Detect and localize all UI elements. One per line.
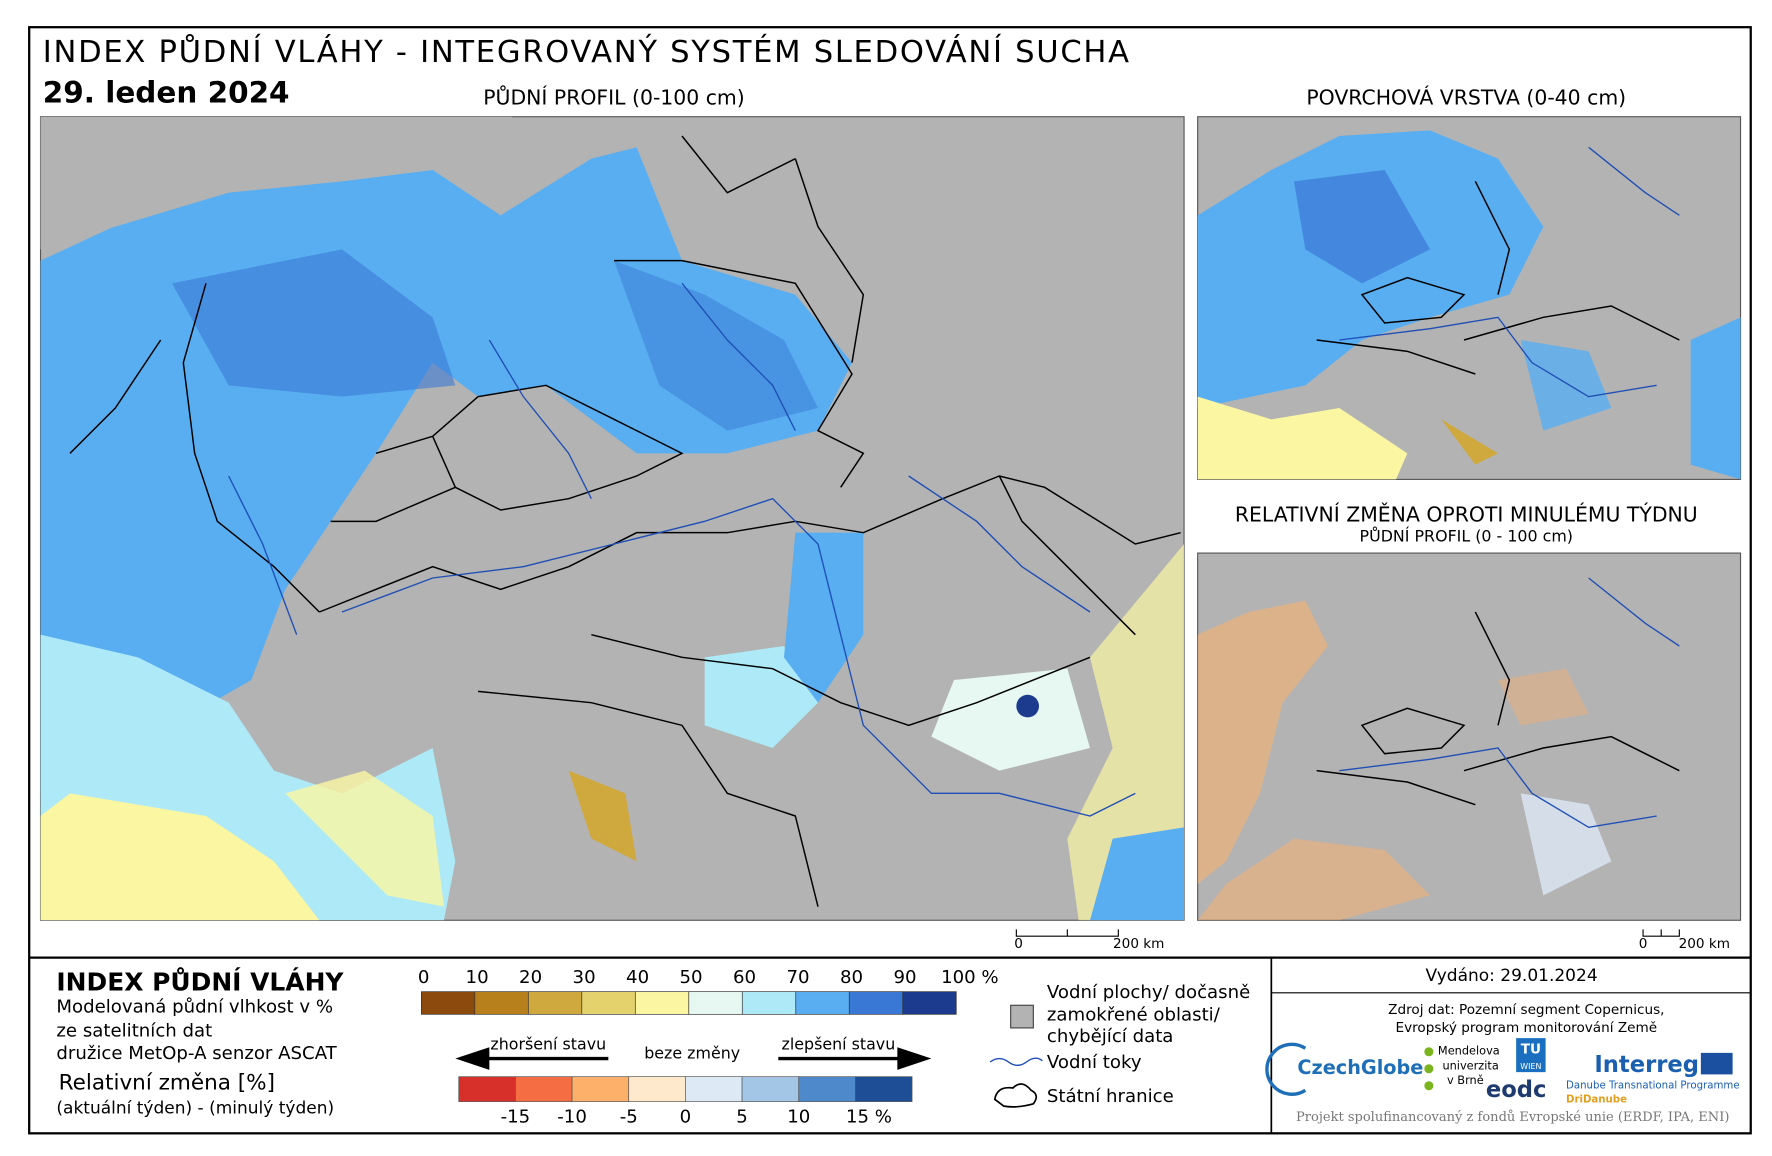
colorbar-label: 80: [840, 967, 863, 988]
logos: CzechGlobe Mendelova univerzita v Brně T…: [1265, 1038, 1740, 1105]
legend-text: Vodní toky: [1047, 1052, 1142, 1073]
color-bin: [458, 1076, 516, 1102]
color-bin: [848, 991, 904, 1015]
borders: [69, 135, 1181, 907]
scale-bar: [1015, 929, 1119, 937]
color-bin: [628, 1076, 686, 1102]
colorbar-label: 90: [894, 967, 917, 988]
change-field: [1197, 600, 1612, 921]
scale-label: 200 km: [1113, 936, 1164, 952]
moisture-field: [40, 116, 1185, 921]
river-symbol: [989, 1057, 1043, 1067]
map-title: RELATIVNÍ ZMĚNA OPROTI MINULÉMU TÝDNU: [1235, 502, 1698, 527]
legend-text: Modelovaná půdní vlhkost v %: [56, 997, 333, 1018]
arrow-label: zhoršení stavu: [490, 1034, 606, 1053]
logo-text: eodc: [1486, 1077, 1547, 1103]
colorbar-label: 40: [626, 967, 649, 988]
arrow-label: zlepšení stavu: [782, 1034, 896, 1053]
source: Evropský program monitorování Země: [1396, 1020, 1658, 1036]
color-bin: [474, 991, 529, 1015]
color-bin: [741, 991, 797, 1015]
change-map: 0 200 km: [1197, 552, 1742, 952]
color-bin: [855, 1076, 913, 1102]
colorbar-label: 0: [680, 1106, 692, 1127]
scale-label: 0: [1639, 936, 1648, 952]
logo-text: CzechGlobe: [1297, 1056, 1423, 1079]
colorbar-label: 10: [787, 1106, 810, 1127]
change-colorbar: -15 -10 -5 0 5 10 15 %: [458, 1076, 913, 1127]
color-bin: [685, 1076, 743, 1102]
issued: Vydáno: 29.01.2024: [1426, 966, 1598, 986]
scale-bar: [1642, 929, 1680, 937]
arrows: [455, 1047, 932, 1070]
colorbar-label: 10: [466, 967, 489, 988]
colorbar-label: 0: [418, 967, 430, 988]
rivers: [228, 282, 1136, 817]
surface-map: [1197, 116, 1742, 480]
colorbar-label: 20: [519, 967, 542, 988]
water-swatch: [1010, 1004, 1034, 1029]
color-bin: [741, 1076, 800, 1102]
legend-text: (aktuální týden) - (minulý týden): [56, 1098, 334, 1118]
colorbar-label: 60: [733, 967, 756, 988]
color-bin: [515, 1076, 573, 1102]
footer: Projekt spolufinancovaný z fondů Evropsk…: [1296, 1109, 1729, 1125]
color-bin: [420, 991, 476, 1015]
colorbar-label: -5: [620, 1106, 638, 1127]
logo-text: TU: [1521, 1041, 1541, 1057]
legend-text: chybějící data: [1047, 1026, 1174, 1047]
legend-text: Státní hranice: [1047, 1086, 1174, 1107]
border-symbol: [993, 1083, 1038, 1108]
colorbar-label: 30: [573, 967, 596, 988]
colorbar-label: 70: [787, 967, 810, 988]
legend-text: Vodní plochy/ dočasně: [1047, 982, 1250, 1003]
moisture-field: [1197, 130, 1741, 480]
color-bin: [798, 1076, 856, 1102]
color-bin: [634, 991, 690, 1015]
frame: [28, 26, 1752, 1135]
color-bin: [795, 991, 850, 1015]
legend-text: ze satelitních dat: [56, 1020, 212, 1041]
title: INDEX PŮDNÍ VLÁHY - INTEGROVANÝ SYSTÉM S…: [43, 33, 1131, 70]
color-bin: [688, 991, 743, 1015]
logo-text: Mendelova: [1438, 1044, 1500, 1058]
moisture-colorbar: 0 10 20 30 40 50 60 70 80 90 100 %: [418, 967, 999, 1015]
legend-title: INDEX PŮDNÍ VLÁHY: [56, 967, 344, 997]
date: 29. leden 2024: [43, 76, 290, 110]
logo-text: DriDanube: [1566, 1094, 1627, 1105]
logo-text: Danube Transnational Programme: [1566, 1081, 1740, 1092]
main-map: 0 200 km: [39, 116, 1185, 952]
colorbar-label: -15: [501, 1106, 531, 1127]
map-title: PŮDNÍ PROFIL (0-100 cm): [483, 84, 744, 110]
color-bin: [581, 991, 636, 1015]
scale-label: 200 km: [1679, 936, 1730, 952]
colorbar-label: 5: [736, 1106, 748, 1127]
logo-text: univerzita: [1442, 1058, 1498, 1072]
legend-subtitle: Relativní změna [%]: [59, 1070, 275, 1095]
colorbar-label: 50: [680, 967, 703, 988]
logo-text: Interreg: [1594, 1052, 1699, 1078]
legend-text: družice MetOp-A senzor ASCAT: [56, 1043, 337, 1064]
source: Zdroj dat: Pozemní segment Copernicus,: [1388, 1002, 1664, 1018]
scale-label: 0: [1014, 936, 1023, 952]
legend-text: zamokřené oblasti/: [1047, 1004, 1221, 1025]
color-bin: [902, 991, 957, 1015]
color-bin: [571, 1076, 630, 1102]
logo-text: v Brně: [1447, 1073, 1484, 1087]
colorbar-label: -10: [557, 1106, 587, 1127]
colorbar-label: 15 %: [846, 1106, 892, 1127]
arrow-label: beze změny: [644, 1044, 740, 1063]
map-subtitle: PŮDNÍ PROFIL (0 - 100 cm): [1360, 527, 1573, 546]
logo-text: WIEN: [1520, 1062, 1541, 1071]
colorbar-label: 100 %: [941, 967, 999, 988]
map-title: POVRCHOVÁ VRSTVA (0-40 cm): [1306, 85, 1626, 110]
color-bin: [527, 991, 583, 1015]
